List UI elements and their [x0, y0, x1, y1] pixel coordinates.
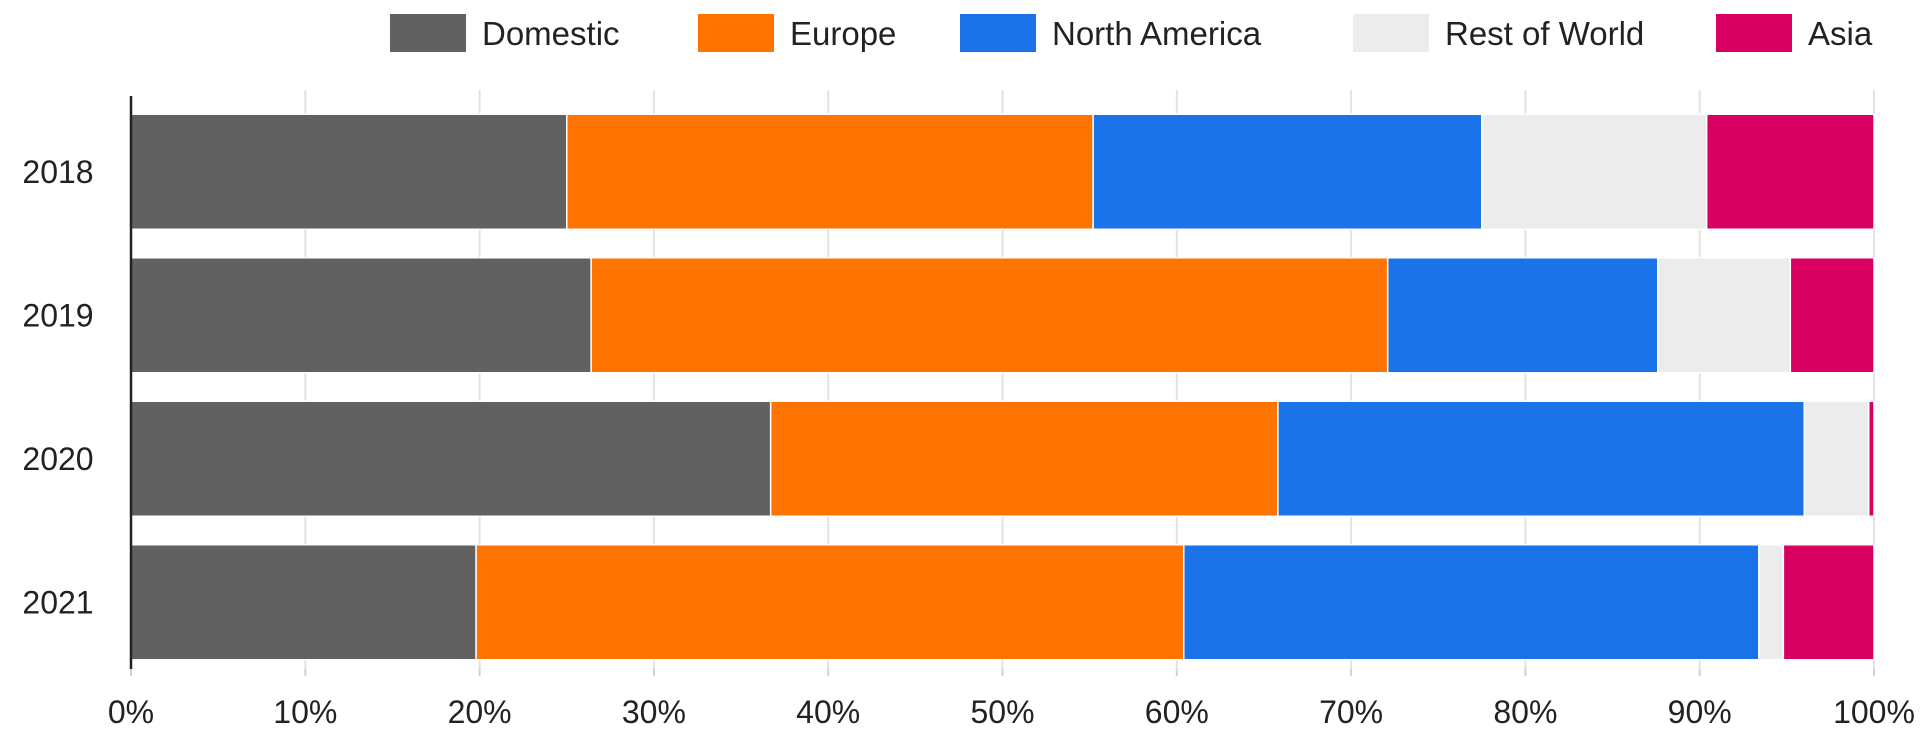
legend-swatch — [698, 14, 774, 52]
bar-segment — [131, 258, 591, 373]
legend-label: Domestic — [482, 15, 620, 52]
x-tick-label: 60% — [1145, 694, 1209, 728]
bar-segment — [1093, 114, 1482, 229]
bar-segment — [591, 258, 1388, 373]
legend-item: North America — [960, 14, 1262, 52]
x-tick-label: 100% — [1833, 694, 1915, 728]
legend-item: Rest of World — [1353, 14, 1644, 52]
legend-item: Domestic — [390, 14, 620, 52]
x-tick-label: 70% — [1319, 694, 1383, 728]
bar-segment — [1482, 114, 1707, 229]
x-tick-label: 0% — [108, 694, 154, 728]
legend-label: Europe — [790, 15, 896, 52]
bar-segment — [1184, 545, 1759, 660]
y-tick-label: 2020 — [22, 441, 93, 477]
x-tick-label: 10% — [273, 694, 337, 728]
bar-segment — [1759, 545, 1783, 660]
legend-item: Asia — [1716, 14, 1873, 52]
legend-item: Europe — [698, 14, 896, 52]
bar-segment — [1869, 401, 1874, 516]
legend: Domestic Europe North America Rest of World… — [390, 14, 1873, 52]
bar-segment — [1783, 545, 1874, 660]
bar-segment — [1790, 258, 1874, 373]
bar-segment — [131, 545, 476, 660]
bar-segment — [1388, 258, 1658, 373]
x-tick-label: 50% — [970, 694, 1034, 728]
bar-segment — [131, 401, 771, 516]
x-tick-label: 40% — [796, 694, 860, 728]
legend-label: Asia — [1808, 15, 1873, 52]
y-tick-label: 2019 — [22, 297, 93, 333]
legend-label: Rest of World — [1445, 15, 1644, 52]
x-tick-label: 20% — [448, 694, 512, 728]
x-tick-label: 30% — [622, 694, 686, 728]
legend-swatch — [1353, 14, 1429, 52]
legend-label: North America — [1052, 15, 1262, 52]
bar-segment — [1278, 401, 1804, 516]
bar-segment — [771, 401, 1278, 516]
x-tick-label: 90% — [1668, 694, 1732, 728]
y-tick-label: 2021 — [22, 584, 93, 620]
x-tick-label: 80% — [1493, 694, 1557, 728]
legend-swatch — [960, 14, 1036, 52]
bar-segment — [476, 545, 1184, 660]
bar-segment — [1658, 258, 1790, 373]
legend-swatch — [390, 14, 466, 52]
bar-segment — [567, 114, 1093, 229]
bar-segment — [1804, 401, 1868, 516]
bar-segment — [1707, 114, 1874, 229]
legend-swatch — [1716, 14, 1792, 52]
y-tick-label: 2018 — [22, 154, 93, 190]
bar-segment — [131, 114, 567, 229]
